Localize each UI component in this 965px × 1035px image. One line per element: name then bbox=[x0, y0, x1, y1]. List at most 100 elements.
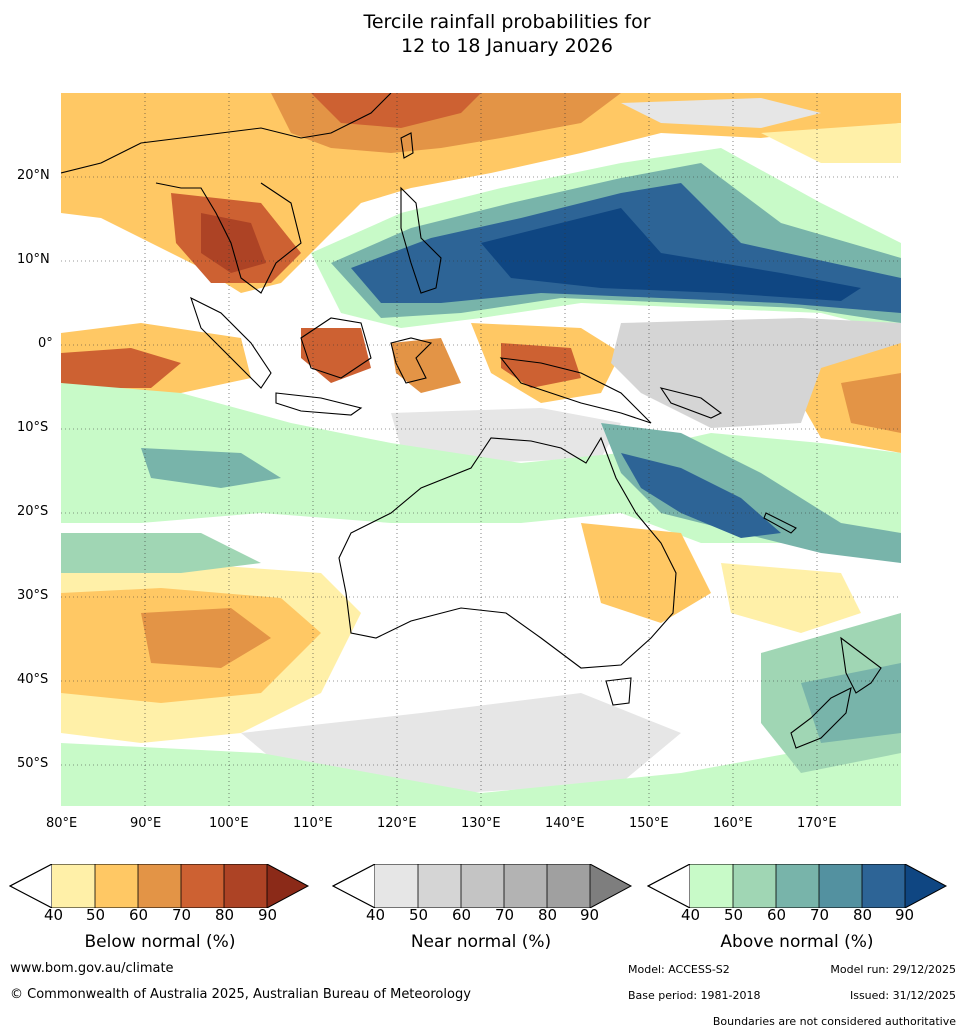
lat-label: 0° bbox=[38, 336, 53, 351]
cb-below-swatch bbox=[138, 864, 181, 908]
cb-below-tick: 70 bbox=[172, 906, 192, 924]
cb-above-tick: 50 bbox=[724, 906, 744, 924]
lat-label: 10°N bbox=[17, 252, 50, 267]
region-above-pacific-core bbox=[481, 208, 861, 301]
model-label: Model: ACCESS-S2 bbox=[628, 963, 730, 976]
nz-north-outline bbox=[840, 636, 882, 694]
cb-above-tick: 80 bbox=[853, 906, 873, 924]
cb-above-tick: 90 bbox=[895, 906, 915, 924]
cb-near-swatch bbox=[418, 864, 461, 908]
website-link[interactable]: www.bom.gov.au/climate bbox=[10, 961, 174, 976]
lon-label: 110°E bbox=[293, 816, 333, 831]
cb-near-tick: 70 bbox=[495, 906, 515, 924]
lat-label: 30°S bbox=[17, 588, 49, 603]
coastlines bbox=[61, 93, 882, 749]
cb-above-title: Above normal (%) bbox=[720, 932, 874, 952]
region-below-tasman bbox=[721, 563, 861, 633]
colorbar-below bbox=[8, 864, 310, 908]
cb-near-tick: 60 bbox=[452, 906, 472, 924]
cb-above-swatch bbox=[733, 864, 776, 908]
boundaries-disclaimer: Boundaries are not considered authoritat… bbox=[712, 1015, 956, 1028]
mainland-outline bbox=[61, 93, 392, 294]
region-above-coral-sea bbox=[601, 423, 901, 563]
region-below-equator-west-core bbox=[61, 348, 181, 388]
cb-below-swatch bbox=[267, 864, 308, 908]
region-below-sulawesi bbox=[391, 338, 461, 393]
taiwan-outline bbox=[400, 132, 414, 159]
region-light-north bbox=[761, 123, 901, 163]
rainfall-probability-map bbox=[61, 93, 901, 806]
cb-near-swatch bbox=[504, 864, 547, 908]
cb-above-tick: 60 bbox=[767, 906, 787, 924]
cb-below-swatch bbox=[181, 864, 224, 908]
cb-near-tick: 40 bbox=[366, 906, 386, 924]
region-above-coral-core bbox=[621, 453, 781, 538]
region-below-aus-east bbox=[581, 523, 711, 623]
cb-below-swatch bbox=[52, 864, 95, 908]
base-period-label: Base period: 1981-2018 bbox=[628, 989, 761, 1002]
nz-south-outline bbox=[790, 687, 852, 749]
region-below-southern-core bbox=[141, 608, 271, 668]
cb-near-swatch bbox=[547, 864, 590, 908]
cb-below-tick: 60 bbox=[129, 906, 149, 924]
cb-below-tick: 90 bbox=[258, 906, 278, 924]
cb-near-swatch bbox=[590, 864, 631, 908]
cb-near-tick: 50 bbox=[409, 906, 429, 924]
lat-label: 10°S bbox=[17, 420, 49, 435]
sulawesi-outline bbox=[390, 337, 433, 384]
lon-label: 100°E bbox=[209, 816, 249, 831]
cb-above-swatch bbox=[905, 864, 946, 908]
cb-near-tick: 90 bbox=[580, 906, 600, 924]
issued-label: Issued: 31/12/2025 bbox=[849, 989, 956, 1002]
map-canvas bbox=[61, 93, 901, 806]
philippines-outline bbox=[400, 186, 442, 294]
cb-below-title: Below normal (%) bbox=[84, 932, 236, 952]
cb-above-swatch bbox=[776, 864, 819, 908]
cb-near-tick: 80 bbox=[538, 906, 558, 924]
cb-below-tick: 50 bbox=[86, 906, 106, 924]
region-below-north-core bbox=[311, 93, 481, 128]
newcaledonia-outline bbox=[763, 512, 797, 534]
map-title: Tercile rainfall probabilities for 12 to… bbox=[0, 10, 965, 58]
model-run-label: Model run: 29/12/2025 bbox=[830, 963, 956, 976]
lon-label: 140°E bbox=[545, 816, 585, 831]
lat-label: 20°N bbox=[17, 168, 50, 183]
lat-label: 40°S bbox=[17, 672, 49, 687]
australia-outline bbox=[338, 436, 677, 669]
newguinea-outline bbox=[499, 357, 652, 424]
lat-label: 20°S bbox=[17, 504, 49, 519]
lon-label: 160°E bbox=[713, 816, 753, 831]
lon-label: 90°E bbox=[130, 816, 162, 831]
cb-above-swatch bbox=[819, 864, 862, 908]
copyright-text: © Commonwealth of Australia 2025, Austra… bbox=[10, 987, 471, 1002]
title-line-1: Tercile rainfall probabilities for bbox=[363, 11, 651, 33]
region-near-north bbox=[621, 98, 821, 128]
graticule bbox=[61, 93, 901, 806]
region-below-east-pacific-core bbox=[841, 373, 901, 433]
sumatra-outline bbox=[190, 296, 272, 389]
java-outline bbox=[275, 392, 363, 416]
region-above-nz-core bbox=[801, 663, 901, 743]
region-above-south-indian bbox=[61, 533, 261, 573]
region-above-indian-teal bbox=[141, 448, 281, 488]
cb-near-swatch bbox=[461, 864, 504, 908]
cb-below-tick: 80 bbox=[215, 906, 235, 924]
lon-label: 120°E bbox=[377, 816, 417, 831]
cb-above-tick: 40 bbox=[681, 906, 701, 924]
title-line-2: 12 to 18 January 2026 bbox=[401, 35, 613, 57]
solomon-outline bbox=[659, 387, 723, 419]
cb-above-tick: 70 bbox=[810, 906, 830, 924]
cb-below-tick: 40 bbox=[44, 906, 64, 924]
lon-label: 170°E bbox=[797, 816, 837, 831]
lon-label: 80°E bbox=[46, 816, 78, 831]
lat-label: 50°S bbox=[17, 756, 49, 771]
lon-label: 150°E bbox=[629, 816, 669, 831]
colorbar-above bbox=[646, 864, 948, 908]
borneo-outline bbox=[300, 317, 372, 379]
region-above-southern bbox=[61, 733, 901, 806]
cb-near-swatch bbox=[375, 864, 418, 908]
cb-above-swatch bbox=[690, 864, 733, 908]
cb-below-swatch bbox=[224, 864, 267, 908]
colorbar-near bbox=[331, 864, 633, 908]
region-below-indochina-core bbox=[201, 213, 266, 273]
